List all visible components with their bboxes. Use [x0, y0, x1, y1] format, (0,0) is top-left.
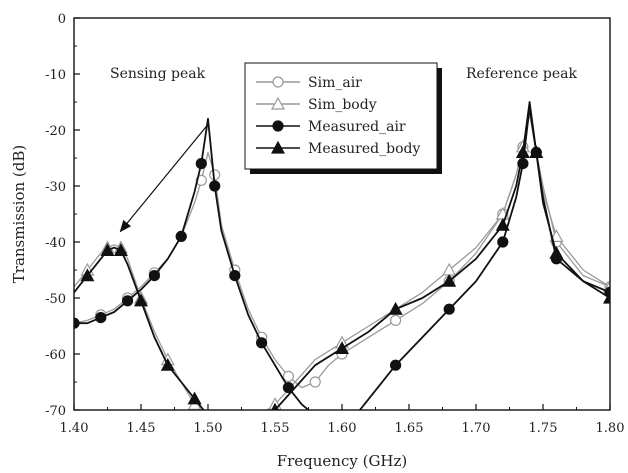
data-point-measured-air: [310, 411, 320, 421]
series-curves: [74, 101, 610, 421]
y-axis-label: Transmission (dB): [10, 145, 28, 283]
data-point-measured-body: [495, 217, 510, 231]
data-point-measured-body: [160, 357, 175, 371]
data-point-sim-air: [282, 370, 294, 382]
data-point-measured-air: [121, 295, 134, 307]
data-point-measured-air: [229, 270, 241, 282]
legend-marker-measured-air: [272, 120, 284, 132]
y-tick-label: -30: [45, 180, 66, 195]
x-axis-label: Frequency (GHz): [277, 452, 408, 470]
data-point-measured-body: [80, 268, 95, 282]
legend-marker-sim-body: [270, 96, 286, 110]
y-tick-label: -20: [45, 124, 66, 139]
data-point-measured-air: [497, 236, 509, 248]
data-point-measured-body: [388, 301, 403, 315]
data-point-sim-air: [309, 376, 321, 388]
data-point-measured-air: [282, 382, 294, 394]
data-point-measured-body: [442, 273, 457, 287]
legend-label-sim-body: Sim_body: [308, 97, 377, 113]
data-point-measured-air: [148, 270, 160, 282]
annotation-reference-peak: Reference peak: [466, 66, 577, 82]
data-point-measured-air: [443, 303, 455, 315]
legend: Sim_air Sim_body Measured_air Measured_body: [244, 62, 442, 174]
y-tick-label: -60: [45, 348, 66, 363]
legend-marker-measured-body: [270, 140, 286, 154]
data-point-measured-air: [256, 337, 268, 349]
data-point-measured-body: [133, 293, 149, 307]
data-point-measured-air: [209, 180, 221, 192]
y-tick-label: -10: [45, 68, 66, 83]
x-tick-label: 1.45: [127, 421, 156, 436]
data-point-measured-body: [334, 341, 350, 354]
data-point-measured-air: [390, 359, 402, 371]
data-point-measured-body: [529, 145, 544, 158]
legend-marker-sim-air: [272, 76, 284, 88]
x-tick-label: 1.80: [596, 421, 625, 436]
axis-ticks: 1.40 1.45 1.50 1.55 1.60 1.65 1.70 1.75 1.80 0 -10…: [45, 12, 624, 436]
data-point-measured-air: [175, 230, 187, 242]
x-tick-label: 1.75: [529, 421, 558, 436]
legend-label-measured-air: Measured_air: [308, 119, 406, 135]
x-tick-label: 1.65: [395, 421, 424, 436]
y-tick-label: -50: [45, 292, 66, 307]
data-point-measured-body: [602, 290, 610, 304]
x-tick-label: 1.40: [60, 421, 89, 436]
data-point-measured-body: [100, 243, 115, 256]
x-tick-label: 1.60: [328, 421, 357, 436]
data-point-measured-body: [113, 243, 128, 256]
y-tick-label: -40: [45, 236, 66, 251]
data-point-sim-air: [390, 314, 402, 326]
data-point-measured-body: [549, 245, 564, 259]
x-tick-label: 1.55: [261, 421, 290, 436]
data-point-measured-body: [187, 391, 202, 405]
y-tick-label: 0: [58, 12, 66, 27]
y-tick-label: -70: [45, 404, 66, 419]
data-point-measured-air: [195, 158, 207, 170]
legend-label-measured-body: Measured_body: [308, 141, 420, 157]
annotation-sensing-peak: Sensing peak: [110, 66, 206, 82]
x-tick-label: 1.70: [462, 421, 491, 436]
x-tick-label: 1.50: [194, 421, 223, 436]
sensing-peak-arrow: [119, 124, 209, 233]
data-point-measured-air: [95, 312, 107, 324]
data-point-measured-body: [515, 145, 530, 158]
legend-label-sim-air: Sim_air: [308, 75, 362, 91]
